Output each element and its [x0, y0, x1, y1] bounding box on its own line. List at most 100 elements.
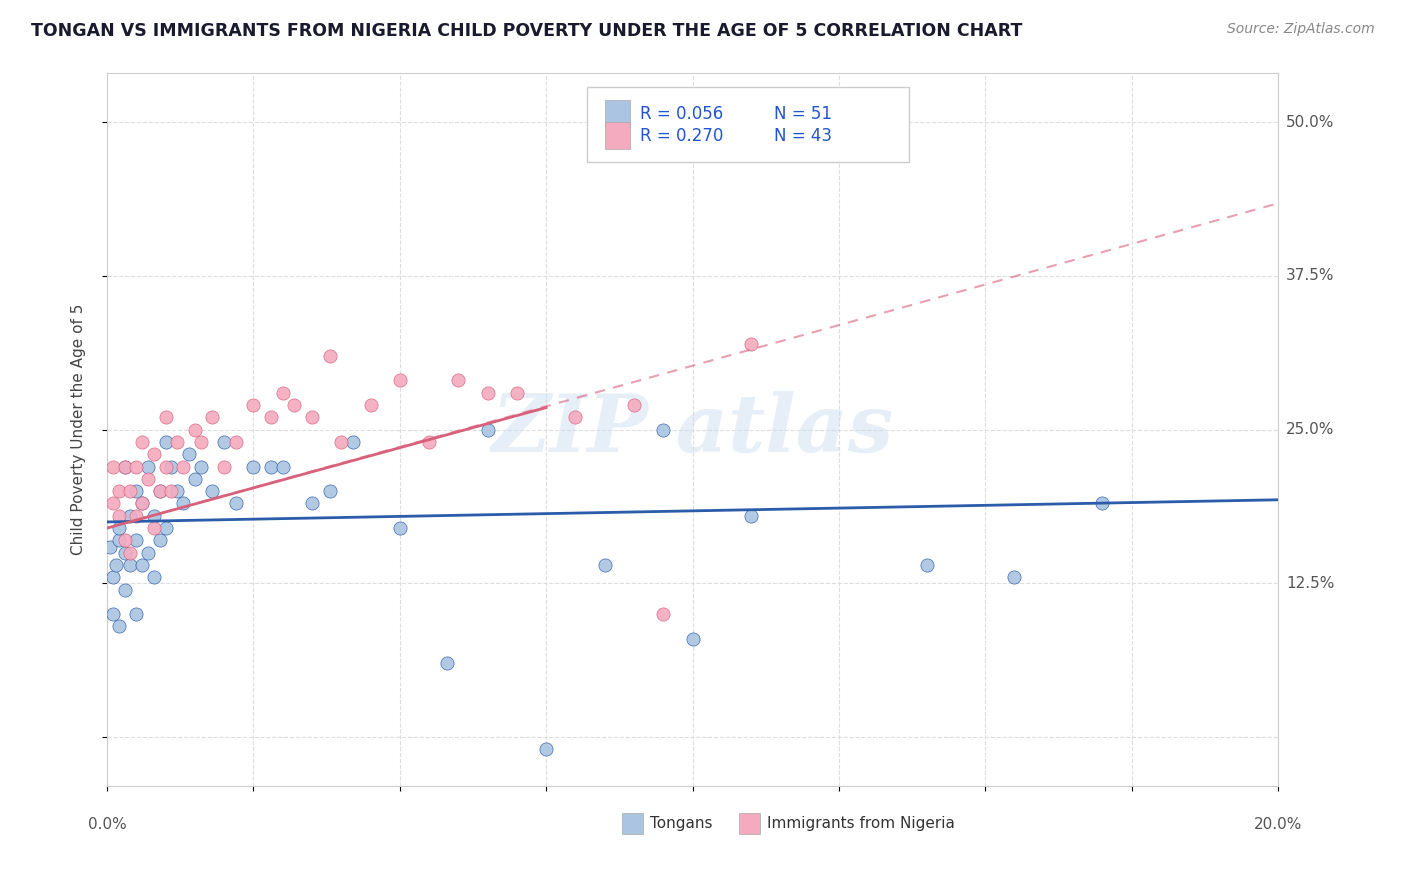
- Point: [172, 459, 194, 474]
- Point: [623, 398, 645, 412]
- Text: 0.0%: 0.0%: [87, 817, 127, 832]
- Point: [318, 484, 340, 499]
- Point: [101, 459, 124, 474]
- Point: [149, 533, 172, 548]
- Point: [125, 533, 148, 548]
- Text: TONGAN VS IMMIGRANTS FROM NIGERIA CHILD POVERTY UNDER THE AGE OF 5 CORRELATION C: TONGAN VS IMMIGRANTS FROM NIGERIA CHILD …: [31, 22, 1022, 40]
- Point: [149, 484, 172, 499]
- Point: [201, 484, 224, 499]
- Point: [160, 459, 183, 474]
- FancyBboxPatch shape: [605, 100, 630, 128]
- FancyBboxPatch shape: [623, 813, 644, 834]
- Point: [142, 447, 165, 461]
- Point: [740, 508, 762, 523]
- Point: [155, 521, 177, 535]
- Point: [120, 546, 142, 560]
- Point: [190, 459, 212, 474]
- Point: [131, 496, 153, 510]
- Point: [225, 496, 247, 510]
- Point: [114, 533, 136, 548]
- Point: [98, 540, 121, 554]
- Text: 12.5%: 12.5%: [1286, 576, 1334, 591]
- Point: [418, 434, 440, 449]
- Point: [360, 398, 382, 412]
- Point: [260, 459, 283, 474]
- Text: R = 0.270: R = 0.270: [640, 127, 723, 145]
- Text: 50.0%: 50.0%: [1286, 115, 1334, 129]
- Point: [160, 484, 183, 499]
- Point: [107, 619, 129, 633]
- Text: 20.0%: 20.0%: [1254, 817, 1302, 832]
- Point: [101, 496, 124, 510]
- Text: N = 51: N = 51: [775, 104, 832, 122]
- Point: [212, 459, 235, 474]
- Point: [436, 657, 458, 671]
- Text: 37.5%: 37.5%: [1286, 268, 1334, 284]
- Point: [301, 496, 323, 510]
- Point: [534, 742, 557, 756]
- Point: [149, 484, 172, 499]
- Point: [271, 459, 294, 474]
- Point: [388, 521, 411, 535]
- Point: [142, 521, 165, 535]
- Point: [114, 546, 136, 560]
- Point: [104, 558, 127, 572]
- Point: [120, 508, 142, 523]
- Point: [114, 582, 136, 597]
- Point: [283, 398, 305, 412]
- Point: [131, 434, 153, 449]
- Text: ZIP atlas: ZIP atlas: [491, 391, 894, 468]
- FancyBboxPatch shape: [605, 122, 630, 149]
- Point: [184, 472, 207, 486]
- Point: [477, 423, 499, 437]
- Point: [142, 570, 165, 584]
- FancyBboxPatch shape: [588, 87, 910, 162]
- Point: [131, 496, 153, 510]
- Point: [652, 423, 675, 437]
- Point: [184, 423, 207, 437]
- Point: [155, 434, 177, 449]
- Point: [107, 521, 129, 535]
- Point: [101, 570, 124, 584]
- Point: [114, 459, 136, 474]
- Text: N = 43: N = 43: [775, 127, 832, 145]
- Point: [120, 558, 142, 572]
- Point: [107, 533, 129, 548]
- Point: [201, 410, 224, 425]
- Point: [155, 459, 177, 474]
- FancyBboxPatch shape: [740, 813, 761, 834]
- Text: 25.0%: 25.0%: [1286, 422, 1334, 437]
- Point: [260, 410, 283, 425]
- Point: [564, 410, 586, 425]
- Point: [242, 398, 264, 412]
- Point: [301, 410, 323, 425]
- Point: [125, 484, 148, 499]
- Point: [136, 546, 159, 560]
- Point: [593, 558, 616, 572]
- Point: [120, 484, 142, 499]
- Point: [172, 496, 194, 510]
- Point: [242, 459, 264, 474]
- Point: [101, 607, 124, 622]
- Point: [477, 385, 499, 400]
- Point: [1004, 570, 1026, 584]
- Point: [682, 632, 704, 646]
- Point: [125, 508, 148, 523]
- Point: [388, 374, 411, 388]
- Text: Immigrants from Nigeria: Immigrants from Nigeria: [768, 816, 955, 831]
- Point: [107, 484, 129, 499]
- Point: [915, 558, 938, 572]
- Point: [142, 508, 165, 523]
- Y-axis label: Child Poverty Under the Age of 5: Child Poverty Under the Age of 5: [72, 304, 86, 556]
- Point: [136, 472, 159, 486]
- Point: [166, 434, 188, 449]
- Point: [652, 607, 675, 622]
- Point: [166, 484, 188, 499]
- Point: [155, 410, 177, 425]
- Point: [107, 508, 129, 523]
- Point: [212, 434, 235, 449]
- Point: [342, 434, 364, 449]
- Point: [136, 459, 159, 474]
- Point: [114, 459, 136, 474]
- Point: [177, 447, 200, 461]
